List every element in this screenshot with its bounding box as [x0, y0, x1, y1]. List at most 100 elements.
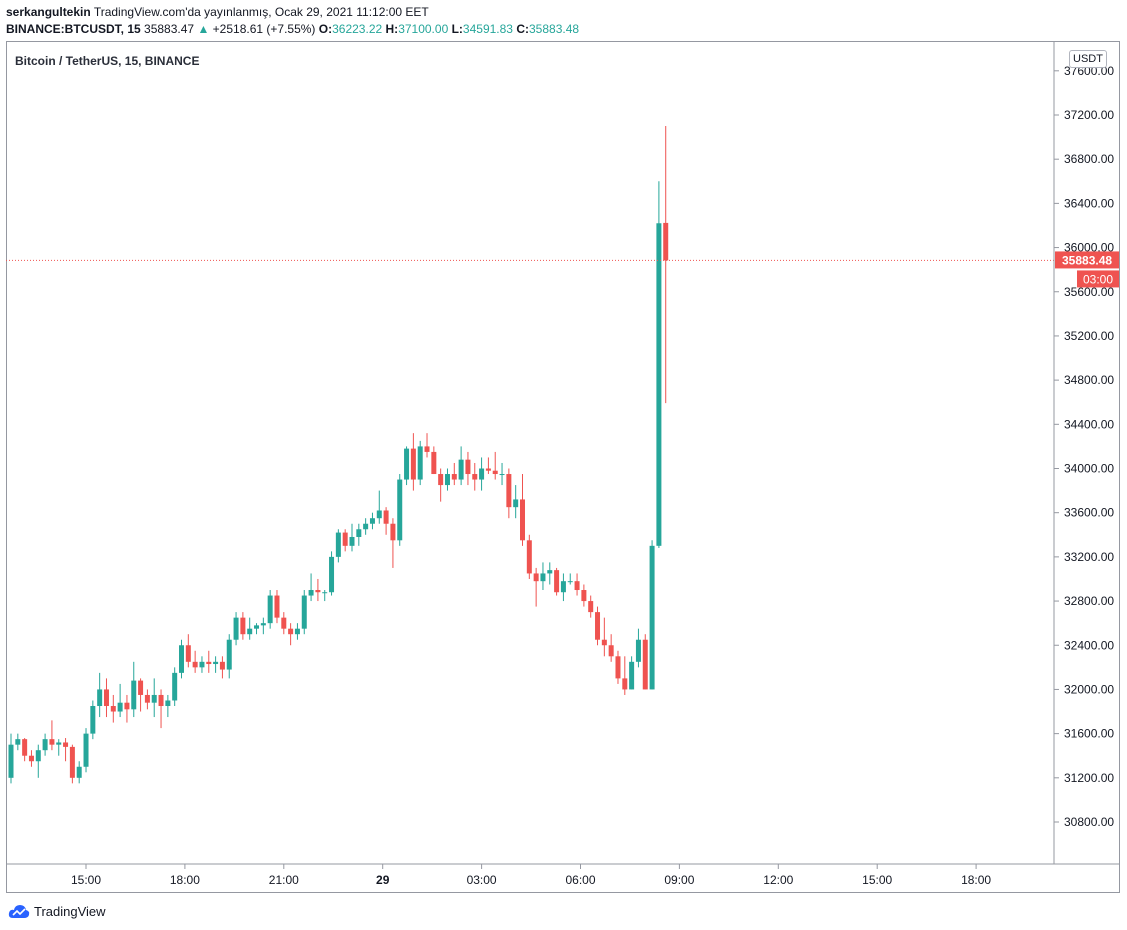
- candle-body: [615, 656, 621, 679]
- candle-body: [8, 744, 14, 778]
- candle: [615, 650, 621, 684]
- candle: [588, 595, 594, 618]
- y-tick-label: 30800.00: [1064, 815, 1114, 829]
- candle: [97, 672, 103, 718]
- candle-body: [69, 746, 75, 778]
- candle-body: [281, 617, 287, 629]
- candle-body: [335, 532, 341, 557]
- candle-body: [635, 639, 641, 662]
- open-label: O:: [318, 22, 333, 36]
- candle-body: [458, 459, 464, 480]
- candles-layer: [8, 126, 669, 784]
- candle: [308, 573, 314, 602]
- x-tick-label: 21:00: [269, 873, 299, 887]
- candle-body: [199, 661, 205, 668]
- chart-title: Bitcoin / TetherUS, 15, BINANCE: [15, 54, 200, 68]
- candle: [472, 462, 478, 491]
- candle-body: [410, 448, 416, 480]
- candle: [131, 661, 137, 718]
- x-tick-label: 09:00: [664, 873, 694, 887]
- candle-body: [554, 570, 560, 593]
- candle-body: [649, 545, 655, 690]
- countdown-badge-text: 03:00: [1083, 272, 1113, 286]
- candle: [417, 440, 423, 486]
- candle-body: [267, 595, 273, 624]
- candle: [560, 573, 566, 602]
- candle-body: [233, 617, 239, 640]
- candle: [383, 507, 389, 535]
- candle: [663, 126, 669, 404]
- candle-body: [601, 639, 607, 646]
- candle: [294, 623, 300, 640]
- candle-body: [404, 448, 410, 480]
- footer-branding[interactable]: TradingView: [8, 903, 106, 919]
- close-label: C:: [516, 22, 529, 36]
- y-tick-label: 35200.00: [1064, 329, 1114, 343]
- candle: [247, 617, 253, 640]
- candle-body: [424, 446, 430, 452]
- candle: [83, 728, 89, 773]
- candle: [363, 518, 369, 535]
- candle-body: [206, 661, 212, 665]
- chart-frame[interactable]: [6, 41, 1120, 893]
- candle: [506, 468, 512, 519]
- candle: [233, 612, 239, 646]
- x-tick-label: 03:00: [467, 873, 497, 887]
- candle: [451, 462, 457, 486]
- y-tick-label: 32800.00: [1064, 594, 1114, 608]
- candle: [574, 573, 580, 596]
- candle: [410, 433, 416, 491]
- candle: [656, 181, 662, 549]
- candle: [254, 623, 260, 635]
- candle: [240, 612, 246, 640]
- candle: [185, 634, 191, 668]
- candle: [397, 474, 403, 546]
- candle: [288, 623, 294, 646]
- candle-body: [219, 661, 225, 670]
- author-name[interactable]: serkangultekin: [6, 5, 91, 19]
- candle-body: [499, 474, 505, 476]
- candle-body: [254, 625, 260, 629]
- candle: [22, 738, 28, 762]
- y-tick-label: 33600.00: [1064, 506, 1114, 520]
- candle: [90, 700, 96, 740]
- candle-body: [608, 645, 614, 657]
- candle: [533, 567, 539, 607]
- candle-body: [124, 702, 130, 710]
- x-tick-label: 15:00: [862, 873, 892, 887]
- candle-body: [76, 766, 82, 778]
- candle: [601, 617, 607, 657]
- footer-brand-label: TradingView: [34, 903, 106, 919]
- candle-body: [431, 451, 437, 475]
- candle: [267, 590, 273, 629]
- candle: [301, 590, 307, 635]
- candle-body: [158, 694, 164, 707]
- candle: [376, 490, 382, 524]
- candle-body: [117, 702, 123, 712]
- candle-body: [588, 601, 594, 613]
- candle-body: [547, 570, 553, 574]
- y-tick-label: 36400.00: [1064, 196, 1114, 210]
- candle: [15, 733, 21, 751]
- high-label: H:: [385, 22, 399, 36]
- candle: [219, 656, 225, 679]
- candle-body: [397, 479, 403, 541]
- candle: [322, 590, 328, 602]
- candle: [458, 446, 464, 486]
- candle-body: [492, 470, 498, 475]
- x-tick-label: 29: [376, 873, 390, 887]
- candle: [547, 562, 553, 585]
- currency-badge[interactable]: USDT: [1069, 50, 1107, 68]
- candle: [404, 446, 410, 486]
- candle: [315, 578, 321, 602]
- candle: [124, 694, 130, 723]
- candle: [42, 733, 48, 756]
- candle-body: [22, 739, 28, 756]
- candle: [642, 634, 648, 690]
- candle: [554, 567, 560, 596]
- candle: [567, 573, 573, 585]
- publish-date: TradingView.com'da yayınlanmış, Ocak 29,…: [90, 5, 429, 19]
- x-tick-label: 15:00: [71, 873, 101, 887]
- countdown-badge-bg: [1077, 270, 1119, 288]
